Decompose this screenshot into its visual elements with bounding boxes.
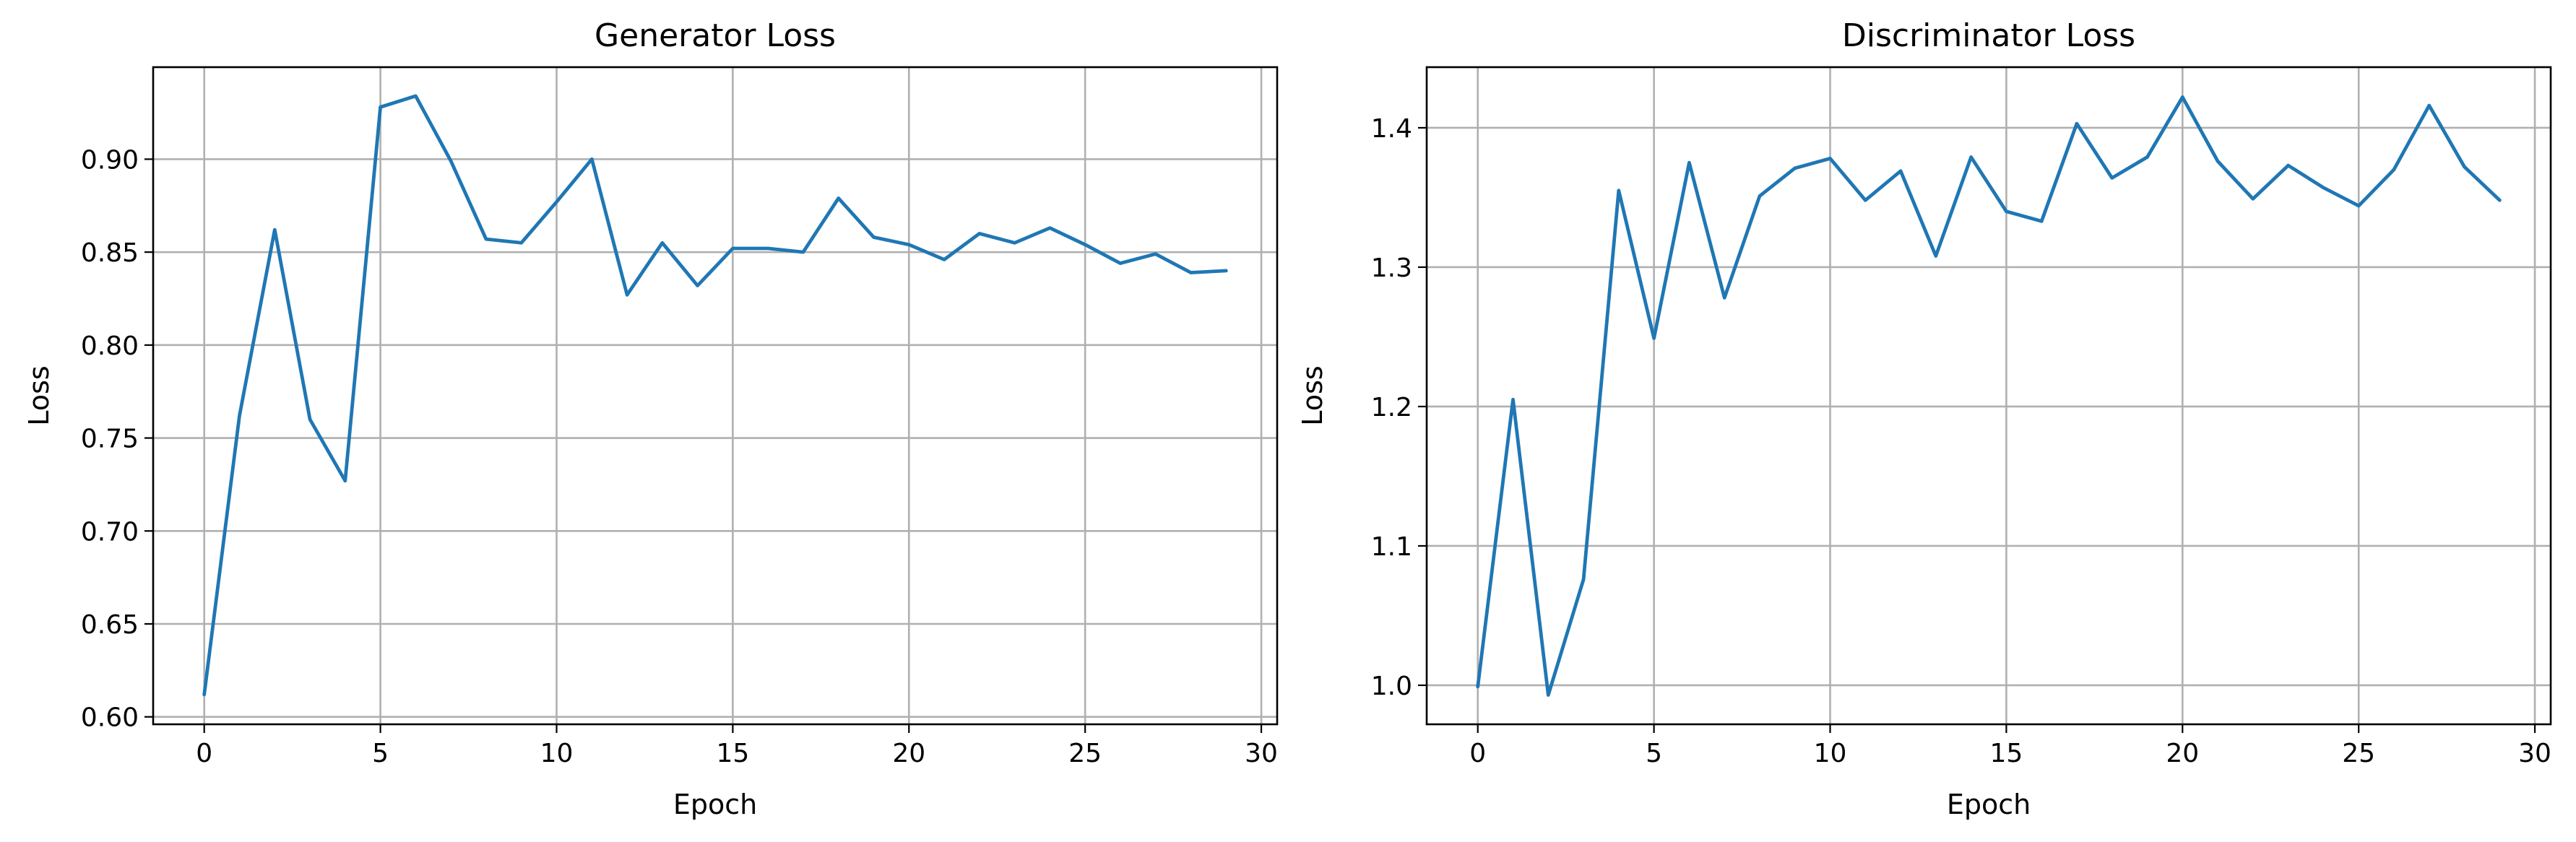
x-tick-label: 10 — [1814, 739, 1847, 768]
chart-title: Generator Loss — [595, 17, 836, 54]
chart-title: Discriminator Loss — [1842, 17, 2135, 54]
x-tick-label: 25 — [1068, 739, 1102, 768]
y-tick-label: 0.65 — [81, 610, 139, 640]
x-tick-label: 10 — [540, 739, 574, 768]
x-tick-label: 5 — [372, 739, 389, 768]
x-tick-label: 20 — [2166, 739, 2199, 768]
y-tick-label: 1.0 — [1371, 672, 1412, 701]
x-tick-label: 30 — [2518, 739, 2551, 768]
y-tick-label: 0.85 — [81, 238, 139, 268]
plot-frame — [1425, 66, 2552, 726]
x-tick-label: 5 — [1646, 739, 1662, 768]
y-tick-label: 1.1 — [1371, 532, 1412, 562]
y-tick-label: 0.75 — [81, 425, 139, 454]
y-axis-label: Loss — [1297, 365, 1328, 425]
x-axis-label: Epoch — [673, 789, 757, 820]
y-tick-label: 1.2 — [1371, 393, 1412, 422]
y-tick-label: 0.70 — [81, 517, 139, 547]
x-tick-label: 25 — [2342, 739, 2375, 768]
series-line — [202, 94, 1228, 697]
x-axis-label: Epoch — [1947, 789, 2031, 820]
y-axis-label: Loss — [23, 365, 55, 425]
discriminator-loss-chart: 0 5 10 15 20 25 30 1.0 1.1 1.2 1.3 1.4 Discriminator… — [1297, 17, 2552, 820]
y-tick-label: 1.3 — [1371, 253, 1412, 283]
plot-frame — [152, 66, 1279, 726]
generator-loss-chart: 0 5 10 15 20 25 30 0.60 0.65 0.70 0.75 0.80 0.85 0.90… — [23, 17, 1279, 820]
y-tick-label: 0.60 — [81, 703, 139, 733]
x-tick-label: 30 — [1245, 739, 1278, 768]
x-tick-label: 20 — [892, 739, 925, 768]
y-tick-label: 1.4 — [1371, 114, 1412, 144]
y-tick-label: 0.80 — [81, 331, 139, 361]
y-tick-label: 0.90 — [81, 145, 139, 175]
x-tick-label: 0 — [1469, 739, 1486, 768]
x-tick-label: 0 — [196, 739, 212, 768]
x-tick-label: 15 — [716, 739, 749, 768]
series-line — [1476, 95, 2502, 697]
x-tick-label: 15 — [1989, 739, 2023, 768]
